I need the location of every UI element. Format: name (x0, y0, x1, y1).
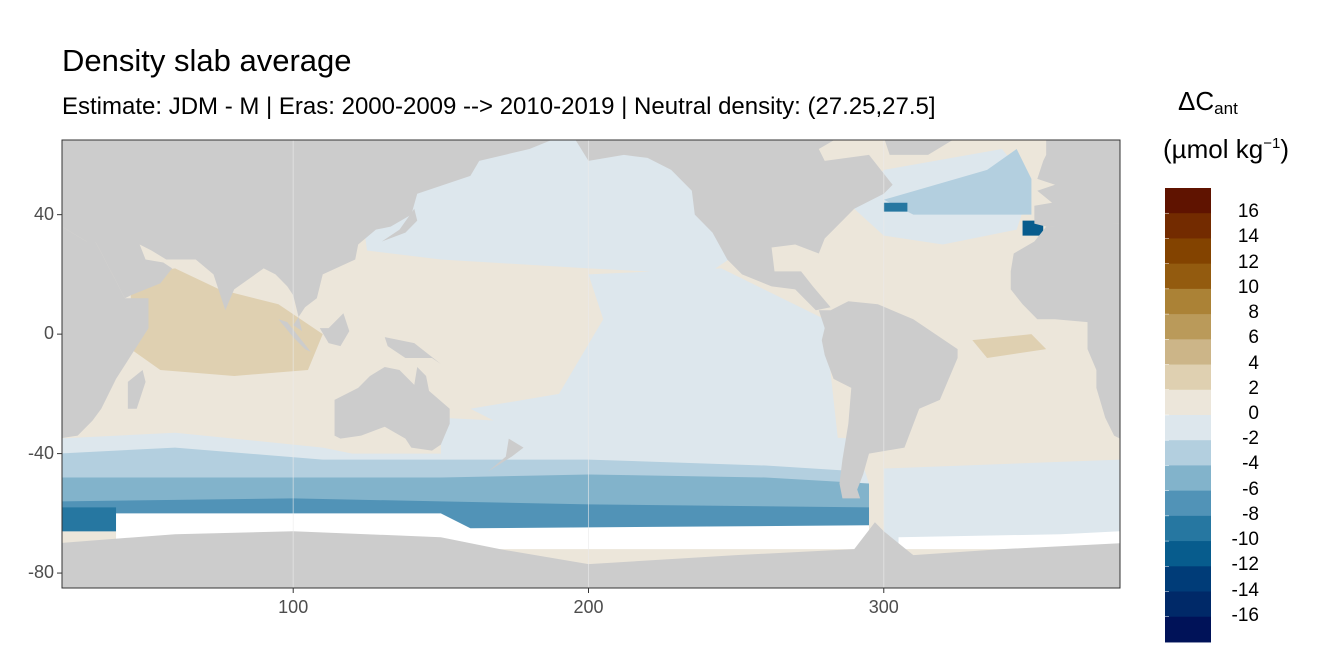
legend-color-bin (1165, 188, 1211, 214)
legend-color-bin (1165, 288, 1211, 315)
x-tick-label: 100 (278, 597, 309, 617)
y-tick-label: -80 (27, 562, 54, 583)
legend-color-bin (1165, 238, 1211, 265)
legend-label: 6 (1248, 327, 1259, 349)
legend-color-bin (1165, 566, 1211, 593)
land-australia (334, 366, 450, 451)
legend-color-bin (1165, 414, 1211, 441)
legend-label: 10 (1237, 276, 1259, 298)
x-tick-label: 300 (868, 597, 899, 617)
land-greenland (884, 140, 953, 155)
cell-region-tropical-atlantic (972, 334, 1047, 359)
cell-region-subpolar-atlantic (883, 148, 1032, 215)
legend-label: 8 (1248, 302, 1259, 324)
legend-label: 16 (1237, 201, 1259, 223)
legend-label: -4 (1242, 453, 1259, 475)
legend-color-bin (1165, 213, 1211, 239)
land-europe (1034, 140, 1120, 227)
legend-color-bin (1165, 314, 1211, 340)
legend-label: 4 (1248, 352, 1259, 374)
legend-color-bin (1165, 263, 1211, 290)
cell-region-south-atlantic (883, 459, 1120, 544)
legend-unit-exponent: −1 (1263, 135, 1281, 152)
plot-title: Density slab average (62, 43, 352, 78)
legend-unit-text: (µmol kg (1163, 134, 1264, 164)
legend-label: -12 (1231, 554, 1259, 576)
legend-color-bin (1165, 490, 1211, 517)
legend-label: -2 (1242, 428, 1259, 450)
cell-region-east-pacific (470, 268, 840, 469)
legend-color-bin (1165, 389, 1211, 416)
legend-label: 2 (1248, 377, 1259, 399)
legend-label: -6 (1242, 478, 1259, 500)
legend-color-bin (1165, 616, 1211, 643)
legend-unit: (µmol kg−1) (1163, 134, 1289, 165)
panel-border (61, 139, 1121, 589)
legend-label: 12 (1237, 251, 1259, 273)
legend-color-bin (1165, 339, 1211, 366)
legend-unit-close: ) (1280, 134, 1289, 164)
legend-label: -8 (1242, 503, 1259, 525)
y-tick-label: -40 (27, 442, 54, 463)
land-asia (62, 140, 552, 332)
legend-label: 14 (1237, 226, 1259, 248)
land-madagascar (127, 369, 146, 409)
legend-label: -16 (1231, 604, 1259, 626)
land-antarctica (62, 522, 1120, 588)
legend-color-bin (1165, 541, 1211, 567)
plot-subtitle: Estimate: JDM - M | Eras: 2000-2009 --> … (62, 93, 936, 120)
land-south-america (818, 301, 958, 499)
y-tick-label: 0 (43, 323, 54, 344)
legend-title-sub: ant (1214, 99, 1238, 118)
legend-label: -10 (1231, 529, 1259, 551)
land-africa-west (1010, 223, 1120, 439)
legend-label: 0 (1248, 402, 1259, 424)
cell-band-minus10 (62, 507, 117, 532)
legend-title: ΔCant (1178, 86, 1238, 119)
land-new-guinea (384, 337, 441, 364)
legend-title-main: ΔC (1178, 86, 1215, 116)
map-layers (62, 140, 1120, 588)
no-data-weddell (898, 531, 1120, 550)
legend-label: -14 (1231, 579, 1259, 601)
legend-color-bin (1165, 364, 1211, 391)
land-africa-east (62, 226, 149, 438)
legend-color-bin (1165, 440, 1211, 466)
land-japan (381, 208, 418, 242)
x-tick-label: 200 (573, 597, 604, 617)
legend-color-bin (1165, 465, 1211, 492)
land-north-america (575, 140, 893, 311)
cell-spot-newfoundland (883, 202, 908, 212)
cell-region-indian-ocean (130, 268, 323, 376)
land-new-zealand (488, 438, 524, 472)
land-sumatra (278, 319, 311, 353)
y-tick-label: 40 (33, 203, 54, 224)
legend-color-bin (1165, 591, 1211, 618)
legend-color-bin (1165, 515, 1211, 542)
land-borneo (319, 313, 350, 347)
